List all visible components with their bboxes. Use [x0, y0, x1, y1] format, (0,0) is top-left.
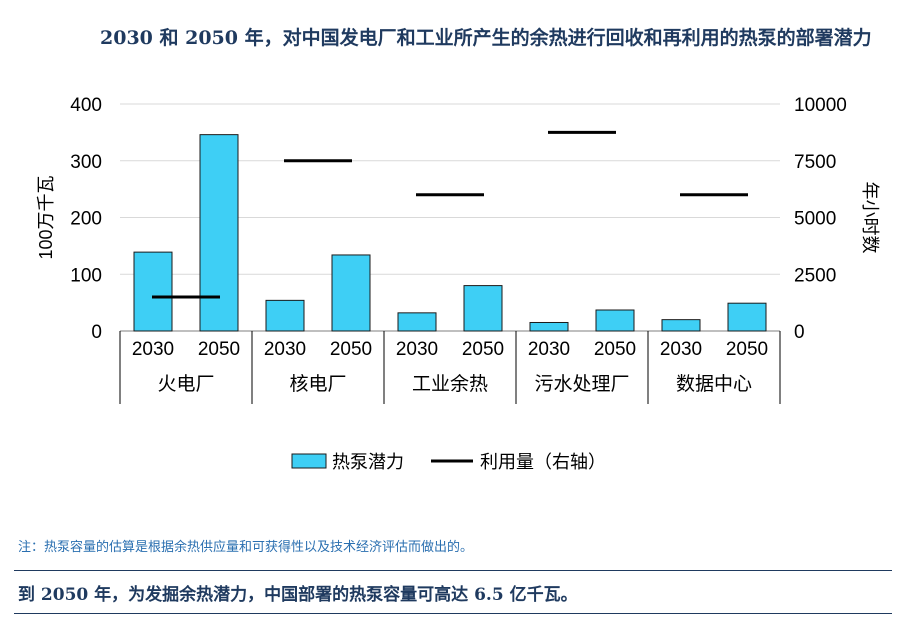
footer-rule-top	[14, 570, 892, 571]
right-tick-label: 7500	[794, 152, 836, 173]
bar	[133, 251, 173, 332]
x-tick-label-year: 2050	[726, 339, 768, 360]
x-tick-label-year: 2030	[396, 339, 438, 360]
y-axis-right-title: 年小时数	[860, 182, 880, 254]
left-tick-label: 0	[91, 322, 102, 343]
chart: 0 100 200 300 400 0 2500 5000 7500 10000 100万千瓦 年小时…	[36, 95, 880, 472]
x-category-label: 火电厂	[157, 373, 214, 395]
right-tick-label: 10000	[794, 95, 847, 116]
x-tick-label-year: 2050	[462, 339, 504, 360]
legend: 热泵潜力 利用量（右轴）	[291, 452, 606, 472]
x-tick-label-year: 2050	[594, 339, 636, 360]
chart-title: 2030 和 2050 年，对中国发电厂和工业所产生的余热进行回收和再利用的热泵…	[100, 27, 872, 49]
bar	[661, 319, 701, 332]
left-tick-label: 400	[70, 95, 102, 116]
right-tick-label: 0	[794, 322, 805, 343]
bar	[529, 321, 569, 332]
bar	[463, 285, 503, 332]
x-category-label: 工业余热	[412, 373, 488, 395]
footer-rule-bottom	[14, 613, 892, 614]
summary-text: 到 2050 年，为发掘余热潜力，中国部署的热泵容量可高达 6.5 亿千瓦。	[18, 585, 578, 605]
x-category-label: 污水处理厂	[534, 373, 629, 395]
x-category-label: 数据中心	[676, 373, 752, 395]
bar	[265, 299, 305, 332]
x-tick-label-year: 2050	[330, 339, 372, 360]
x-tick-label-year: 2030	[264, 339, 306, 360]
legend-swatch-bar	[291, 453, 327, 469]
x-category-label: 核电厂	[289, 373, 346, 395]
left-tick-label: 200	[70, 209, 102, 230]
utilization-series	[152, 130, 748, 299]
legend-label-line: 利用量（右轴）	[480, 452, 606, 472]
y-axis-left-title: 100万千瓦	[36, 175, 56, 259]
bar	[595, 309, 635, 332]
x-tick-label-year: 2050	[198, 339, 240, 360]
x-tick-label-year: 2030	[660, 339, 702, 360]
x-tick-label-year: 2030	[132, 339, 174, 360]
bar	[727, 302, 767, 332]
right-tick-label: 5000	[794, 209, 836, 230]
bar	[331, 254, 371, 332]
footnote: 注：热泵容量的估算是根据余热供应量和可获得性以及技术经济评估而做出的。	[18, 540, 474, 555]
bar	[199, 134, 239, 332]
legend-label-bar: 热泵潜力	[332, 452, 404, 472]
left-tick-label: 300	[70, 152, 102, 173]
right-tick-label: 2500	[794, 265, 836, 286]
x-tick-label-year: 2030	[528, 339, 570, 360]
bar	[397, 312, 437, 332]
axes: 0 100 200 300 400 0 2500 5000 7500 10000 100万千瓦 年小时…	[36, 95, 880, 404]
bar-series	[133, 134, 767, 332]
left-tick-label: 100	[70, 265, 102, 286]
